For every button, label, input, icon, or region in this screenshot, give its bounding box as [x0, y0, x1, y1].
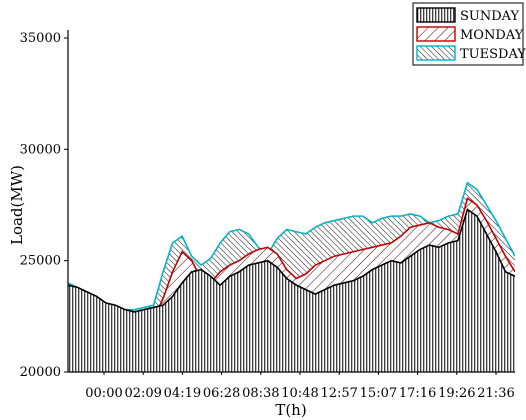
x-tick-label: 00:00 [85, 386, 122, 401]
legend: SUNDAY MONDAY TUESDAY [412, 2, 526, 66]
x-tick-label: 19:26 [438, 386, 475, 401]
legend-label-tuesday: TUESDAY [460, 47, 526, 62]
y-tick-label: 35000 [20, 31, 61, 46]
legend-label-monday: MONDAY [460, 28, 524, 43]
area-sunday [68, 209, 515, 372]
x-tick-label: 21:36 [477, 386, 514, 401]
x-tick-label: 17:16 [399, 386, 436, 401]
line-tuesday [68, 181, 515, 311]
y-tick-label: 25000 [20, 254, 61, 269]
legend-swatch-sunday [416, 7, 456, 23]
y-tick-label: 20000 [20, 365, 61, 380]
x-tick-label: 08:38 [242, 386, 279, 401]
x-axis-label: T(h) [275, 401, 306, 419]
x-tick-label: 15:07 [360, 386, 397, 401]
legend-swatch-tuesday [416, 45, 456, 61]
x-tick-label: 10:48 [281, 386, 318, 401]
y-axis-label: Load(MW) [8, 165, 26, 245]
x-tick-label: 06:28 [203, 386, 240, 401]
line-sunday [68, 208, 515, 313]
x-tick-label: 04:19 [164, 386, 201, 401]
tick-labels-group: 20000 25000 30000 35000 00:00 02:09 04:19 06:28… [20, 31, 515, 401]
area-series-group [68, 181, 515, 372]
axes-group [64, 30, 515, 375]
y-tick-label: 30000 [20, 142, 61, 157]
x-tick-label: 12:57 [320, 386, 357, 401]
x-tick-label: 02:09 [124, 386, 161, 401]
legend-swatch-monday [416, 26, 456, 42]
legend-label-sunday: SUNDAY [460, 9, 520, 24]
